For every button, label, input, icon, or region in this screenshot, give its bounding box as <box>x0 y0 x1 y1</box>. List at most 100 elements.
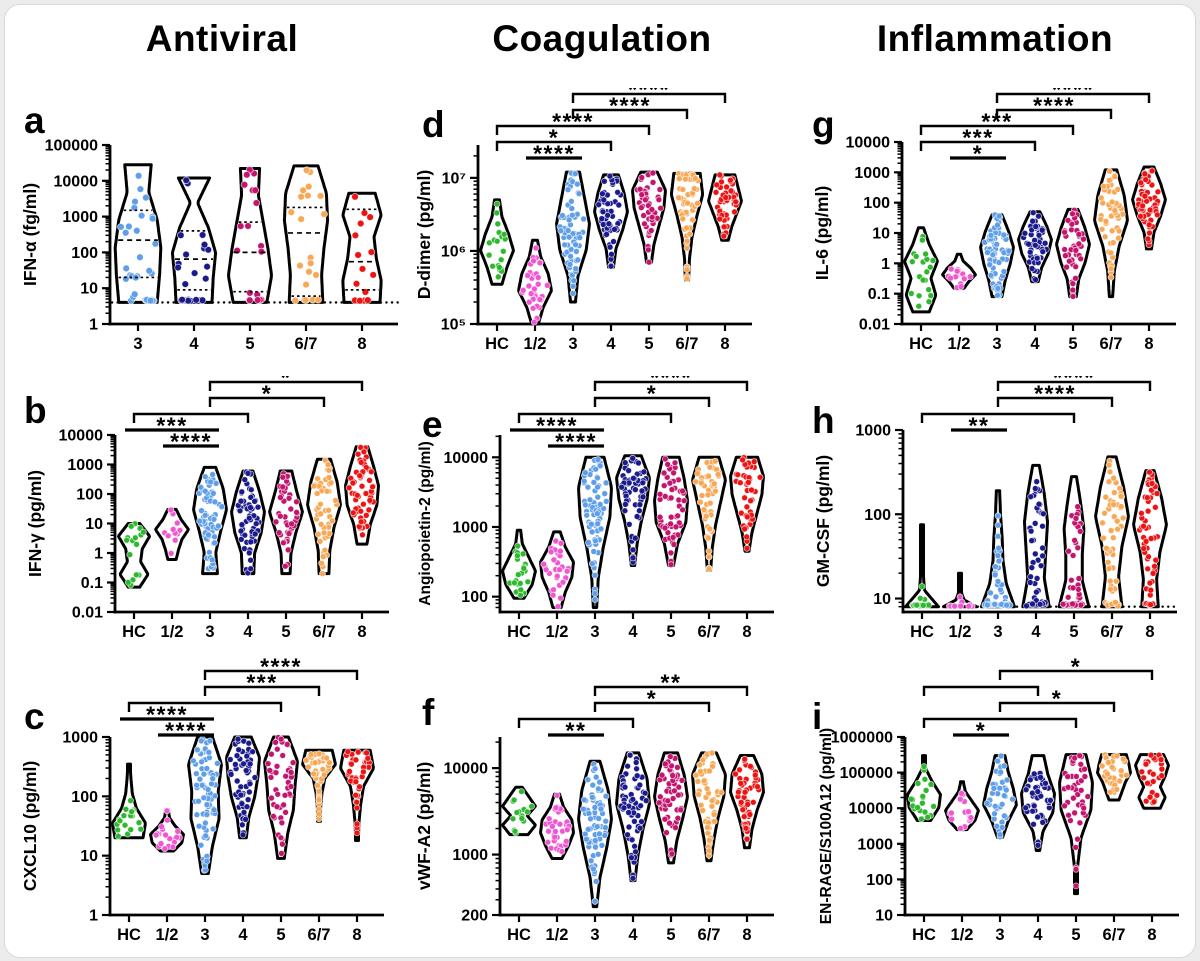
sig-bracket <box>922 685 1040 696</box>
violin-6/7 <box>1093 168 1129 299</box>
y-tick-label: 1000 <box>857 836 893 853</box>
axes: 1 10 100 1000 10000 100000 3 4 5 6/7 8 IFN-α (fg/ml… <box>20 138 398 353</box>
x-tick-label: 1/2 <box>951 926 974 944</box>
sig-stars: * <box>647 686 657 712</box>
x-tick-label: 8 <box>742 623 751 641</box>
data-points <box>946 789 975 832</box>
sig-stars: *** <box>962 125 993 151</box>
y-tick-label: 10000 <box>846 135 891 152</box>
sig-stars: **** <box>609 93 651 119</box>
violins <box>501 454 765 610</box>
y-tick-label: 100 <box>71 789 98 806</box>
data-points <box>310 456 341 578</box>
data-points <box>540 537 572 610</box>
panel-letter-f: f <box>422 692 435 733</box>
x-tick-label: HC <box>485 335 509 353</box>
column-title-inflammation: Inflammation <box>876 18 1114 59</box>
violin-4 <box>615 751 651 883</box>
violin-8 <box>1131 165 1167 251</box>
violin-HC <box>903 226 939 314</box>
violin-3 <box>113 163 163 305</box>
x-tick-label: 3 <box>995 926 1004 944</box>
x-tick-label: 4 <box>189 335 199 353</box>
axes: 10⁵ 10⁶ 10⁷ HC 1/2 3 4 5 6/7 8 D-dimer (pg/ml) <box>416 145 752 353</box>
violin-HC <box>904 523 940 610</box>
x-tick-label: 6/7 <box>295 335 318 353</box>
violin-outline <box>1021 463 1051 609</box>
y-tick-label: 100 <box>461 589 488 606</box>
x-tick-label: 3 <box>993 623 1002 641</box>
data-points <box>618 454 650 566</box>
violin-HC <box>501 528 537 600</box>
y-tick-label: 10 <box>872 226 890 243</box>
y-tick-label: 10 <box>873 591 891 608</box>
x-tick-label: 5 <box>666 623 675 641</box>
violin-3 <box>979 211 1015 300</box>
data-points <box>945 593 976 610</box>
panel-h: h 10 100 1000 HC 1/2 3 4 5 6/7 8 GM-CSF (pg/ml) ** **… <box>806 376 1194 648</box>
data-points <box>580 456 610 604</box>
x-tick-label: 6/7 <box>676 335 699 353</box>
violin-5 <box>653 751 689 865</box>
significance-bars: *************** <box>120 656 359 744</box>
data-points <box>1022 769 1055 849</box>
panel-d: d 10⁵ 10⁶ 10⁷ HC 1/2 3 4 5 6/7 8 D-dimer (pg/ml) ***… <box>416 88 802 360</box>
panel-letter-d: d <box>422 104 445 145</box>
x-tick-label: 8 <box>1147 926 1156 944</box>
panel-e-plot: 100 1000 10000 HC 1/2 3 4 5 6/7 8 Angiopoietin-2 (… <box>417 376 774 641</box>
data-points <box>1059 503 1086 609</box>
y-tick-label: 10 <box>80 848 98 865</box>
violin-1/2 <box>517 238 553 326</box>
significance-bars: *************** <box>919 88 1151 167</box>
x-tick-label: 3 <box>590 623 599 641</box>
data-points <box>233 166 266 305</box>
y-axis-title: IFN-γ (pg/ml) <box>25 470 45 577</box>
violin-8 <box>729 454 765 553</box>
y-tick-label: 100 <box>76 487 103 504</box>
violin-8 <box>729 754 765 850</box>
y-tick-label: 10⁷ <box>442 170 466 187</box>
violins <box>903 165 1167 314</box>
panel-g-plot: 0.01 0.1 1 10 100 1000 10000 HC 1/2 3 4 5 6/7 8 IL-6 (… <box>812 88 1176 353</box>
panel-letter-g: g <box>812 104 835 145</box>
x-tick-label: 4 <box>238 926 248 944</box>
sig-bracket <box>919 140 1037 151</box>
violin-1/2 <box>941 252 977 292</box>
violin-4 <box>230 468 266 577</box>
violin-5 <box>227 166 273 305</box>
sig-stars: **** <box>533 141 575 167</box>
sig-stars: * <box>647 381 657 407</box>
sig-bracket <box>593 685 749 696</box>
violin-1/2 <box>944 780 980 832</box>
violins <box>113 163 383 305</box>
violin-6/7 <box>301 748 337 823</box>
violin-3 <box>192 465 228 576</box>
x-tick-label: 4 <box>628 926 638 944</box>
x-tick-label: 5 <box>245 335 254 353</box>
data-points <box>519 244 551 326</box>
violin-6/7 <box>306 456 342 578</box>
sig-bracket <box>996 396 1114 407</box>
y-tick-label: 100 <box>863 195 890 212</box>
significance-bars: ***** <box>517 670 749 744</box>
violin-1/2 <box>942 571 978 610</box>
data-points <box>123 520 147 589</box>
violin-5 <box>1055 206 1091 300</box>
data-points <box>692 749 725 859</box>
sig-bracket <box>593 380 749 391</box>
x-tick-label: 4 <box>606 335 616 353</box>
sig-bracket <box>495 124 651 135</box>
violin-HC <box>906 754 942 823</box>
data-points <box>195 471 226 573</box>
x-tick-label: 1/2 <box>524 335 547 353</box>
data-points <box>234 468 263 577</box>
violin-8 <box>341 191 383 305</box>
x-tick-label: 5 <box>1068 335 1077 353</box>
y-tick-label: 1 <box>89 908 98 925</box>
panel-c: c 1 10 100 1000 HC 1/2 3 4 5 6/7 8 CXCL10 (pg/ml) ***… <box>18 656 412 952</box>
y-tick-label: 10000 <box>849 801 894 818</box>
x-tick-label: HC <box>910 623 934 641</box>
data-points <box>1134 167 1162 249</box>
data-points <box>342 748 373 837</box>
